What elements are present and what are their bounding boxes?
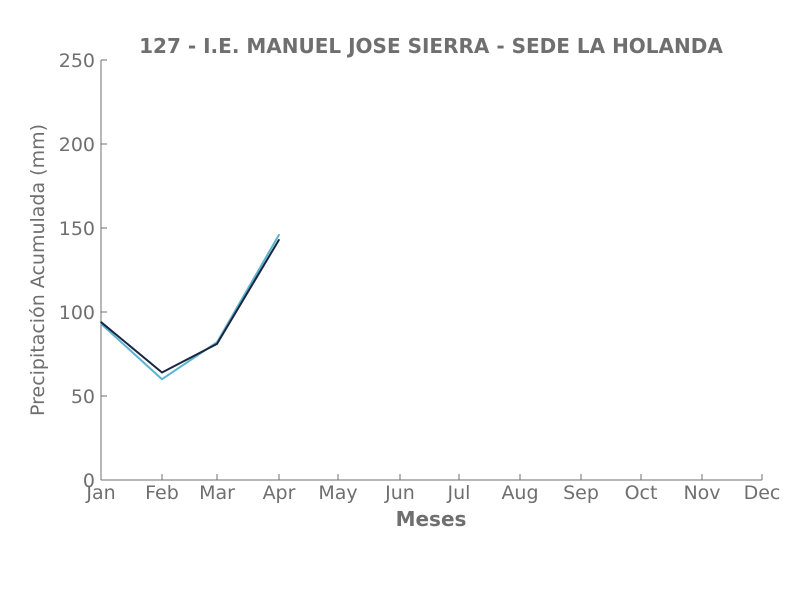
series-1-point-2 (161, 378, 163, 381)
y-tick-label: 250 (59, 50, 95, 72)
series-2-point-4 (278, 238, 280, 241)
y-tick-label: 100 (59, 302, 95, 324)
x-tick-label: Jun (384, 482, 415, 504)
x-tick-label: Mar (199, 482, 235, 504)
y-tick-label: 200 (59, 134, 95, 156)
x-tick-label: Apr (263, 482, 296, 504)
series-line-2 (100, 239, 280, 374)
x-tick-label: Aug (501, 482, 538, 504)
series-2-point-3 (216, 343, 218, 345)
series-2-point-2 (161, 371, 163, 374)
x-tick-label: Jan (85, 482, 115, 504)
x-tick-label: Sep (563, 482, 599, 504)
y-axis-label: Precipitación Acumulada (mm) (27, 124, 49, 416)
series-layer (100, 233, 280, 381)
y-tick-label: 150 (59, 218, 95, 240)
y-axis-ticks: 0 50 100 150 200 250 (59, 50, 107, 492)
x-tick-label: Oct (625, 482, 658, 504)
y-tick-label: 50 (71, 386, 95, 408)
x-tick-label: May (318, 482, 357, 504)
x-tick-label: Dec (744, 482, 781, 504)
chart-title: 127 - I.E. MANUEL JOSE SIERRA - SEDE LA … (139, 34, 723, 58)
x-axis-ticks: Jan Feb Mar Apr May Jun Jul Aug Sep Oct Nov Dec (85, 474, 780, 504)
series-2-point-1 (100, 321, 102, 323)
x-tick-label: Feb (145, 482, 179, 504)
y-tick-label: 0 (83, 470, 95, 492)
series-line-1 (100, 234, 280, 381)
x-tick-label: Jul (447, 482, 471, 504)
x-tick-label: Nov (683, 482, 720, 504)
series-1-point-4 (278, 233, 280, 236)
x-axis-label: Meses (396, 507, 467, 531)
